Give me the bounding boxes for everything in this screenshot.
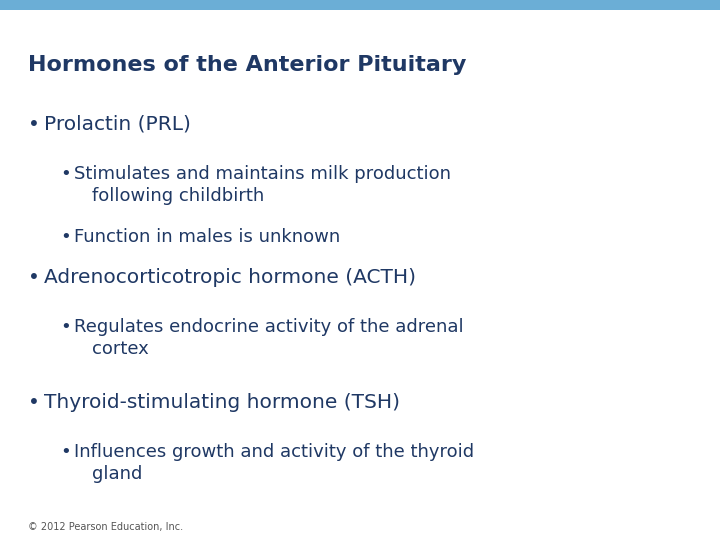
Text: Adrenocorticotropic hormone (ACTH): Adrenocorticotropic hormone (ACTH) bbox=[44, 268, 416, 287]
Text: •: • bbox=[28, 393, 40, 412]
Text: •: • bbox=[60, 318, 71, 336]
Text: Hormones of the Anterior Pituitary: Hormones of the Anterior Pituitary bbox=[28, 55, 467, 75]
Text: following childbirth: following childbirth bbox=[92, 187, 264, 205]
Text: •: • bbox=[28, 115, 40, 134]
Text: •: • bbox=[28, 268, 40, 287]
Text: © 2012 Pearson Education, Inc.: © 2012 Pearson Education, Inc. bbox=[28, 522, 183, 532]
Text: •: • bbox=[60, 165, 71, 183]
Text: Influences growth and activity of the thyroid: Influences growth and activity of the th… bbox=[74, 443, 474, 461]
Text: Stimulates and maintains milk production: Stimulates and maintains milk production bbox=[74, 165, 451, 183]
Text: Prolactin (PRL): Prolactin (PRL) bbox=[44, 115, 191, 134]
Text: Regulates endocrine activity of the adrenal: Regulates endocrine activity of the adre… bbox=[74, 318, 464, 336]
Text: Function in males is unknown: Function in males is unknown bbox=[74, 228, 341, 246]
Text: •: • bbox=[60, 443, 71, 461]
Text: Thyroid-stimulating hormone (TSH): Thyroid-stimulating hormone (TSH) bbox=[44, 393, 400, 412]
Text: cortex: cortex bbox=[92, 340, 149, 358]
Text: •: • bbox=[60, 228, 71, 246]
Text: gland: gland bbox=[92, 465, 143, 483]
FancyBboxPatch shape bbox=[0, 0, 720, 10]
